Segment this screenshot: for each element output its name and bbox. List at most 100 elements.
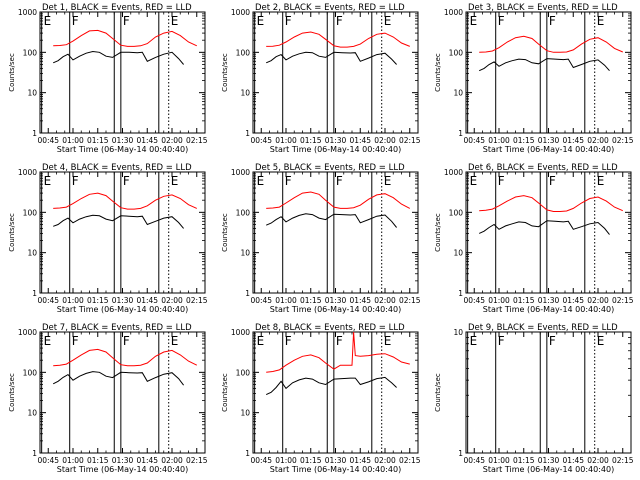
plot-frame <box>39 11 206 134</box>
y-tick-label: 10 <box>453 249 463 258</box>
panel-title: Det 2, BLACK = Events, RED = LLD <box>255 3 405 13</box>
x-tick-label: 01:45 <box>562 296 584 305</box>
event-marker-label: F <box>72 334 79 348</box>
y-tick-label: 1000 <box>444 168 463 177</box>
detector-panel: Det 9, BLACK = Events, RED = LLD 1 10 00:45… <box>434 323 634 474</box>
x-tick-label: 01:15 <box>513 296 535 305</box>
events-series-line <box>53 50 184 65</box>
event-marker-label: E <box>171 14 179 28</box>
x-tick-label: 01:15 <box>513 136 535 145</box>
event-marker-label: F <box>285 14 292 28</box>
y-axis-label: Counts/sec <box>434 373 442 412</box>
x-tick-label: 02:15 <box>399 136 421 145</box>
y-tick-label: 1 <box>245 449 250 458</box>
x-tick-label: 02:15 <box>612 296 634 305</box>
panel-title: Det 8, BLACK = Events, RED = LLD <box>255 323 405 333</box>
x-tick-label: 01:30 <box>325 456 347 465</box>
x-tick-label: 02:15 <box>186 456 208 465</box>
x-tick-label: 02:00 <box>374 136 396 145</box>
y-tick-label: 10 <box>240 249 250 258</box>
y-tick-label: 1000 <box>231 8 250 17</box>
x-tick-label: 00:45 <box>463 136 485 145</box>
x-tick-label: 01:45 <box>136 456 158 465</box>
x-tick-label: 00:45 <box>250 456 272 465</box>
y-tick-label: 10 <box>240 409 250 418</box>
panel-title: Det 3, BLACK = Events, RED = LLD <box>468 3 618 13</box>
y-tick-label: 10 <box>453 328 463 337</box>
x-tick-label: 01:45 <box>136 136 158 145</box>
x-tick-label: 02:00 <box>587 296 609 305</box>
panel-title: Det 4, BLACK = Events, RED = LLD <box>42 163 192 173</box>
y-tick-label: 1 <box>32 449 37 458</box>
event-marker-label: F <box>72 174 79 188</box>
event-marker-label: F <box>498 334 505 348</box>
x-tick-label: 01:30 <box>538 296 560 305</box>
event-marker-label: E <box>44 14 52 28</box>
x-tick-label: 00:45 <box>463 456 485 465</box>
events-series-line <box>478 58 610 72</box>
y-tick-label: 100 <box>236 368 251 377</box>
event-marker-label: E <box>257 14 265 28</box>
y-tick-label: 1 <box>458 449 463 458</box>
detector-panel: Det 4, BLACK = Events, RED = LLD 1 10 100 10… <box>8 163 208 314</box>
event-marker-label: E <box>597 174 605 188</box>
y-tick-label: 100 <box>23 208 38 217</box>
x-tick-label: 01:15 <box>300 136 322 145</box>
y-tick-label: 100 <box>23 368 38 377</box>
event-marker-label: F <box>549 174 556 188</box>
x-tick-label: 01:30 <box>112 456 134 465</box>
detector-panel: Det 6, BLACK = Events, RED = LLD 1 10 100 10… <box>434 163 634 314</box>
x-tick-label: 01:15 <box>513 456 535 465</box>
y-axis-label: Counts/sec <box>8 373 16 412</box>
event-marker-label: F <box>336 174 343 188</box>
x-tick-label: 00:45 <box>250 296 272 305</box>
x-tick-label: 01:15 <box>300 296 322 305</box>
x-tick-label: 01:00 <box>62 296 84 305</box>
x-axis-label: Start Time (06-May-14 00:40:40) <box>57 145 188 154</box>
x-tick-label: 01:45 <box>349 296 371 305</box>
y-axis-label: Counts/sec <box>8 213 16 252</box>
x-axis-label: Start Time (06-May-14 00:40:40) <box>483 305 614 314</box>
event-marker-label: F <box>285 334 292 348</box>
y-tick-label: 10 <box>453 89 463 98</box>
y-tick-label: 10 <box>27 89 37 98</box>
x-tick-label: 01:30 <box>325 296 347 305</box>
x-tick-label: 01:45 <box>562 136 584 145</box>
y-tick-label: 1 <box>458 129 463 138</box>
events-series-line <box>266 51 397 65</box>
event-marker-label: E <box>384 14 392 28</box>
x-tick-label: 01:00 <box>488 456 510 465</box>
x-axis-label: Start Time (06-May-14 00:40:40) <box>57 305 188 314</box>
x-tick-label: 01:45 <box>349 136 371 145</box>
event-marker-label: E <box>257 174 265 188</box>
y-axis-label: Counts/sec <box>434 53 442 92</box>
x-tick-label: 02:00 <box>587 456 609 465</box>
x-tick-label: 01:15 <box>300 456 322 465</box>
event-marker-label: E <box>597 334 605 348</box>
y-tick-label: 10 <box>27 249 37 258</box>
plot-frame <box>252 171 419 294</box>
y-tick-label: 1 <box>458 289 463 298</box>
events-series-line <box>266 213 397 228</box>
x-tick-label: 01:00 <box>275 296 297 305</box>
x-tick-label: 01:15 <box>87 456 109 465</box>
panel-title: Det 6, BLACK = Events, RED = LLD <box>468 163 618 173</box>
y-axis-label: Counts/sec <box>221 213 229 252</box>
x-axis-label: Start Time (06-May-14 00:40:40) <box>270 305 401 314</box>
event-marker-label: E <box>384 334 392 348</box>
y-tick-label: 100 <box>449 208 464 217</box>
y-tick-label: 100 <box>236 208 251 217</box>
event-marker-label: F <box>549 334 556 348</box>
y-tick-label: 1 <box>32 129 37 138</box>
event-marker-label: F <box>123 14 130 28</box>
event-marker-label: F <box>498 174 505 188</box>
y-tick-label: 1000 <box>18 8 37 17</box>
x-axis-label: Start Time (06-May-14 00:40:40) <box>483 145 614 154</box>
x-tick-label: 01:15 <box>87 136 109 145</box>
event-marker-label: E <box>171 334 179 348</box>
y-tick-label: 1000 <box>18 168 37 177</box>
plot-frame <box>252 11 419 134</box>
events-series-line <box>52 371 184 386</box>
events-series-line <box>478 220 610 235</box>
